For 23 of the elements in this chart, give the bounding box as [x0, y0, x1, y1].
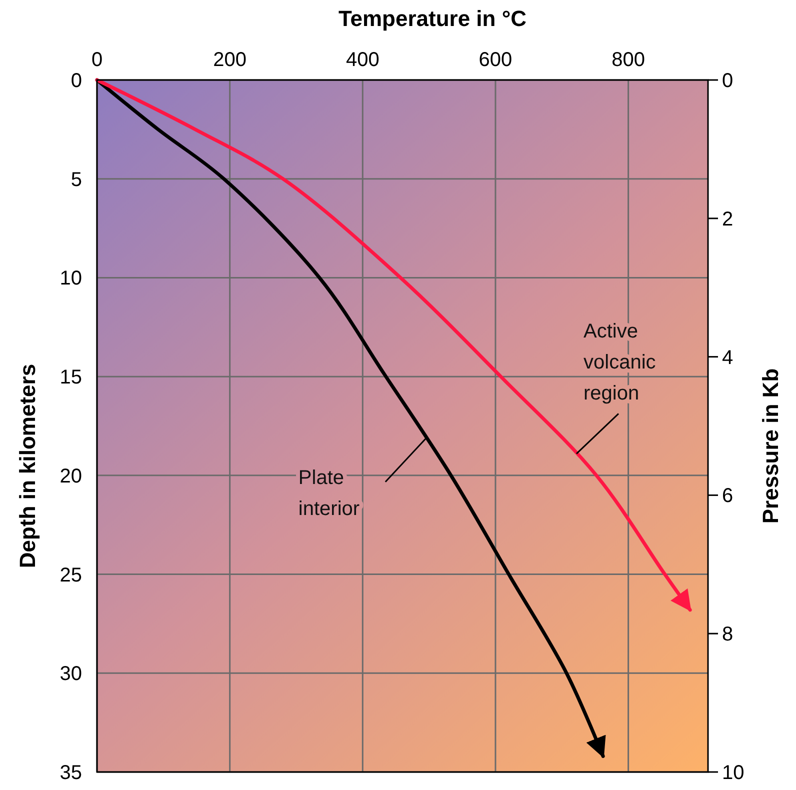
x-axis-title: Temperature in °C — [338, 6, 527, 31]
y-tick-label: 20 — [60, 465, 82, 488]
y2-tick-label: 8 — [722, 624, 734, 646]
x-tick-label: 0 — [91, 49, 103, 71]
y-tick-label: 5 — [70, 168, 82, 191]
y2-tick-label: 6 — [722, 485, 734, 508]
y-tick-label: 35 — [60, 762, 82, 784]
y2-tick-label: 0 — [722, 70, 734, 92]
y-tick-label: 30 — [60, 663, 82, 686]
y-axis-title: Depth in kilometers — [15, 364, 40, 568]
y-tick-label: 15 — [60, 366, 82, 389]
y2-axis-title: Pressure in Kb — [758, 368, 783, 524]
y-tick-label: 10 — [60, 268, 82, 290]
y2-tick-label: 4 — [722, 346, 734, 369]
y2-tick-label: 2 — [722, 208, 734, 230]
x-tick-label: 800 — [612, 49, 645, 71]
y-tick-label: 0 — [70, 70, 82, 92]
x-tick-label: 200 — [213, 49, 247, 71]
y-tick-label: 25 — [60, 564, 82, 586]
y2-tick-label: 10 — [722, 762, 744, 784]
x-tick-label: 600 — [478, 49, 512, 71]
x-tick-label: 400 — [346, 49, 380, 71]
annotation: Plate interior — [298, 466, 360, 520]
